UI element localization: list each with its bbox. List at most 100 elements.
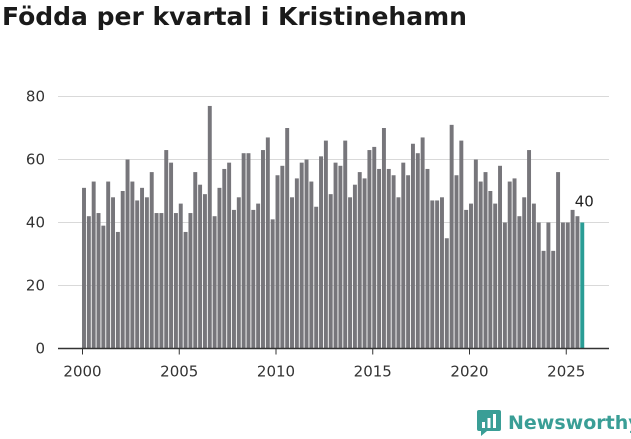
bar (144, 197, 149, 349)
bar (420, 137, 425, 349)
bar (96, 213, 101, 349)
bar (493, 203, 498, 349)
bar (101, 225, 106, 349)
bar (314, 206, 319, 349)
x-tick-label: 2005 (160, 363, 198, 381)
bar (469, 203, 473, 349)
bar (483, 172, 488, 349)
bar (560, 222, 565, 349)
bar (570, 209, 575, 349)
bar (193, 172, 198, 349)
bar (440, 197, 444, 349)
bar (256, 203, 261, 349)
bar (227, 162, 232, 349)
bar (473, 159, 478, 349)
bar (202, 194, 207, 349)
bar (352, 184, 357, 349)
bar (338, 165, 343, 349)
bar (401, 162, 406, 349)
y-tick-label: 80 (26, 88, 45, 106)
chart-title: Födda per kvartal i Kristinehamn (2, 2, 467, 31)
bars (82, 105, 585, 349)
bar (106, 181, 111, 349)
bar-highlight (580, 222, 585, 349)
bar (183, 231, 188, 349)
bar (328, 194, 333, 349)
bar (575, 216, 580, 349)
bar (367, 150, 372, 349)
bar (290, 197, 294, 349)
bar (212, 216, 217, 349)
bar (507, 181, 512, 349)
bar (522, 197, 527, 349)
bar (309, 181, 314, 349)
bar (207, 105, 212, 349)
bar (478, 181, 483, 349)
x-tick-label: 2000 (63, 363, 101, 381)
x-tick-label: 2015 (354, 363, 392, 381)
bar (546, 222, 551, 349)
bar (130, 181, 135, 349)
x-tick-label: 2020 (450, 363, 488, 381)
last-value-label: 40 (575, 193, 594, 211)
bar (222, 168, 227, 349)
x-tick-label: 2025 (547, 363, 585, 381)
bar (488, 191, 493, 349)
bar (430, 200, 435, 349)
annotations: 40 (575, 193, 594, 211)
bar (188, 213, 193, 349)
bar (154, 213, 159, 349)
x-tick-label: 2010 (257, 363, 295, 381)
bar (512, 178, 517, 349)
bar (231, 209, 236, 349)
bar (459, 140, 464, 349)
bar (381, 128, 386, 349)
bar (517, 216, 522, 349)
bar (285, 128, 290, 349)
bar (169, 162, 174, 349)
bar (343, 140, 348, 349)
bar (319, 156, 324, 349)
bar (178, 203, 183, 349)
bar (541, 250, 546, 349)
bar (551, 250, 556, 349)
y-tick-label: 20 (26, 277, 45, 295)
bar (377, 168, 382, 349)
bar (159, 213, 164, 349)
bar (236, 197, 241, 349)
bar (198, 184, 203, 349)
bar (164, 150, 169, 349)
bar (372, 146, 377, 349)
bar (246, 153, 251, 349)
bar (464, 209, 469, 349)
bar (348, 197, 353, 349)
bar (270, 219, 275, 349)
bar (386, 168, 391, 349)
bar (502, 222, 507, 349)
bar (435, 200, 440, 349)
bar (449, 124, 454, 349)
bar (531, 203, 536, 349)
bar (140, 187, 145, 349)
bar (135, 200, 140, 349)
y-tick-label: 40 (26, 214, 45, 232)
bar (294, 178, 299, 349)
bar (91, 181, 96, 349)
newsworthy-logo-icon (477, 410, 501, 436)
bar (362, 178, 367, 349)
bar (323, 140, 328, 349)
bar (406, 175, 411, 349)
bar (275, 175, 280, 349)
bar (280, 165, 285, 349)
y-tick-label: 60 (26, 151, 45, 169)
bar (410, 143, 415, 349)
bar (444, 238, 449, 349)
bar (261, 150, 265, 349)
bar-chart: 0 20 40 60 80 2000 2005 2010 2015 2020 2025 40 (26, 88, 609, 381)
brand-name: Newsworthy (508, 412, 631, 434)
y-axis-ticks: 0 20 40 60 80 (26, 88, 45, 358)
bar (391, 175, 396, 349)
bar (125, 159, 130, 349)
y-tick-label: 0 (35, 340, 45, 358)
bar (333, 162, 338, 349)
